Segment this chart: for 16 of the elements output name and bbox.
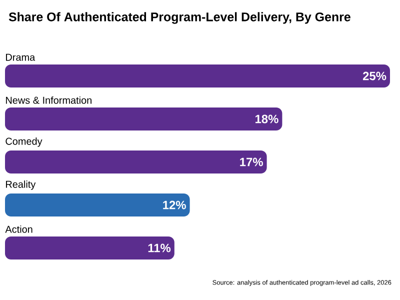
y-tick-label: News & Information bbox=[6, 96, 92, 104]
bar bbox=[5, 150, 267, 174]
data-label: 12% bbox=[163, 200, 186, 210]
y-tick-label: Drama bbox=[6, 54, 36, 61]
data-label: 11% bbox=[148, 244, 171, 252]
bar bbox=[5, 64, 390, 88]
bar bbox=[5, 193, 190, 216]
bar bbox=[5, 107, 282, 130]
data-label: 18% bbox=[256, 114, 278, 124]
y-tick-label: Action bbox=[5, 225, 32, 233]
y-tick-label: Reality bbox=[6, 180, 36, 190]
chart-title: Share Of Authenticated Program-Level Delivery, By Genre bbox=[8, 12, 350, 24]
bar bbox=[5, 236, 174, 260]
data-label: 25% bbox=[362, 72, 386, 80]
y-tick-label: Comedy bbox=[6, 138, 42, 147]
data-label: 17% bbox=[240, 158, 263, 166]
